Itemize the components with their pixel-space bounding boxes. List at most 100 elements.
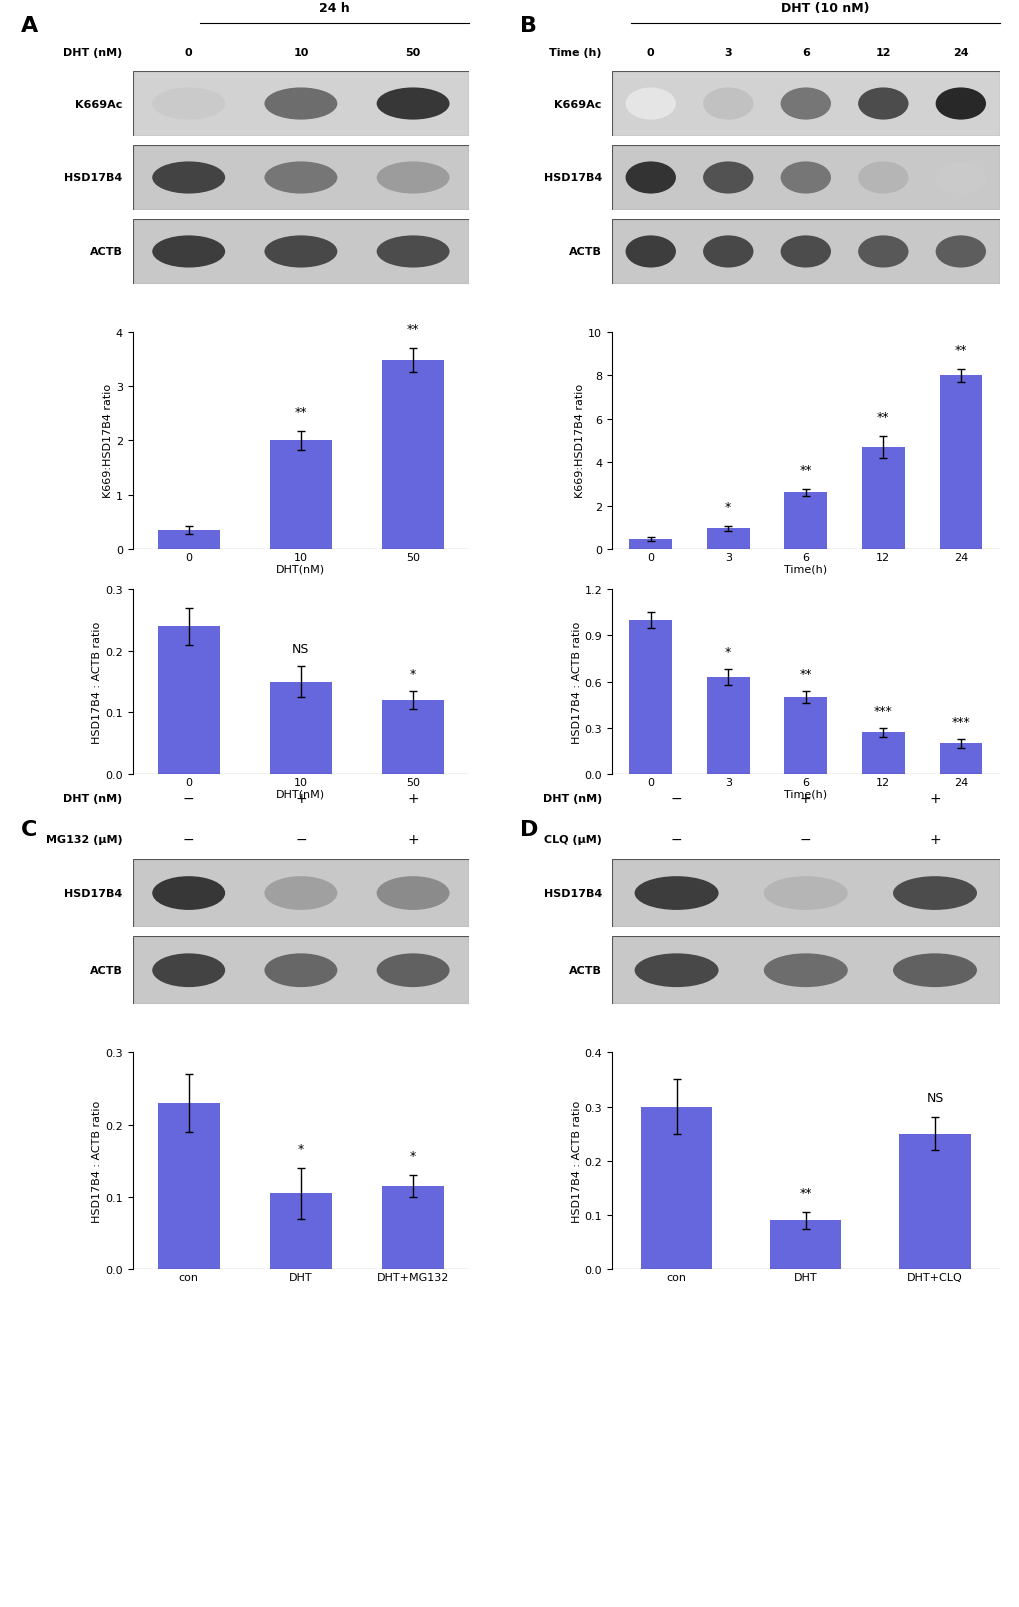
Text: HSD17B4: HSD17B4: [543, 889, 601, 898]
Text: DHT (nM): DHT (nM): [63, 794, 122, 804]
Ellipse shape: [634, 955, 717, 987]
Ellipse shape: [264, 236, 337, 268]
Ellipse shape: [780, 88, 830, 121]
Bar: [769, 1221, 841, 1270]
Text: DHT (nM): DHT (nM): [542, 794, 601, 804]
Text: DHT (10 nM): DHT (10 nM): [781, 2, 868, 14]
X-axis label: DHT(nM): DHT(nM): [276, 564, 325, 574]
Ellipse shape: [152, 955, 225, 987]
Ellipse shape: [152, 236, 225, 268]
Ellipse shape: [780, 162, 830, 194]
Text: **: **: [799, 667, 811, 680]
Ellipse shape: [152, 162, 225, 194]
Text: 0: 0: [646, 48, 654, 58]
Text: 6: 6: [801, 48, 809, 58]
Y-axis label: HSD17B4 : ACTB ratio: HSD17B4 : ACTB ratio: [572, 1099, 581, 1223]
Ellipse shape: [780, 236, 830, 268]
Text: ***: ***: [951, 715, 969, 728]
Bar: [629, 540, 672, 550]
Ellipse shape: [702, 162, 753, 194]
Text: **: **: [954, 344, 966, 357]
Bar: [641, 1107, 711, 1270]
Ellipse shape: [857, 236, 908, 268]
Text: 10: 10: [292, 48, 309, 58]
Bar: [270, 1194, 331, 1270]
Ellipse shape: [763, 955, 847, 987]
Text: *: *: [410, 667, 416, 680]
Text: +: +: [407, 832, 419, 847]
Text: **: **: [294, 405, 307, 418]
Text: *: *: [298, 1143, 304, 1155]
Ellipse shape: [893, 876, 976, 910]
Text: −: −: [182, 791, 195, 805]
Bar: [158, 1102, 219, 1270]
Text: **: **: [876, 411, 889, 424]
Ellipse shape: [264, 88, 337, 121]
Ellipse shape: [376, 236, 449, 268]
Text: −: −: [799, 832, 811, 847]
Y-axis label: HSD17B4 : ACTB ratio: HSD17B4 : ACTB ratio: [572, 620, 581, 744]
Ellipse shape: [625, 236, 676, 268]
Y-axis label: K669:HSD17B4 ratio: K669:HSD17B4 ratio: [103, 384, 113, 498]
Ellipse shape: [702, 236, 753, 268]
Bar: [861, 733, 904, 775]
Ellipse shape: [152, 88, 225, 121]
Bar: [706, 678, 749, 775]
Ellipse shape: [893, 955, 976, 987]
Bar: [938, 376, 981, 550]
Text: HSD17B4: HSD17B4: [64, 174, 122, 183]
Bar: [899, 1135, 970, 1270]
Bar: [861, 448, 904, 550]
Text: **: **: [799, 463, 811, 476]
Text: *: *: [725, 500, 731, 513]
Text: *: *: [410, 1149, 416, 1162]
Ellipse shape: [934, 88, 985, 121]
Ellipse shape: [857, 162, 908, 194]
Text: ACTB: ACTB: [569, 247, 601, 257]
Text: K669Ac: K669Ac: [554, 100, 601, 109]
Bar: [938, 744, 981, 775]
Bar: [382, 701, 443, 775]
Y-axis label: HSD17B4 : ACTB ratio: HSD17B4 : ACTB ratio: [93, 1099, 102, 1223]
Text: DHT (nM): DHT (nM): [63, 48, 122, 58]
Text: −: −: [671, 791, 682, 805]
Bar: [706, 529, 749, 550]
Text: −: −: [294, 832, 307, 847]
Text: −: −: [671, 832, 682, 847]
Bar: [270, 683, 331, 775]
X-axis label: DHT(nM): DHT(nM): [276, 789, 325, 799]
Ellipse shape: [376, 88, 449, 121]
Text: 0: 0: [184, 48, 193, 58]
Text: D: D: [520, 820, 538, 839]
Ellipse shape: [264, 162, 337, 194]
Text: ***: ***: [873, 704, 892, 717]
Text: +: +: [799, 791, 811, 805]
Bar: [784, 697, 826, 775]
Ellipse shape: [264, 876, 337, 910]
Text: ACTB: ACTB: [569, 966, 601, 975]
Text: +: +: [928, 832, 940, 847]
Ellipse shape: [376, 955, 449, 987]
Text: **: **: [799, 1186, 811, 1199]
Text: +: +: [407, 791, 419, 805]
Ellipse shape: [702, 88, 753, 121]
Ellipse shape: [634, 876, 717, 910]
Text: ACTB: ACTB: [90, 247, 122, 257]
Text: 3: 3: [723, 48, 732, 58]
Bar: [629, 620, 672, 775]
Text: +: +: [928, 791, 940, 805]
Text: HSD17B4: HSD17B4: [543, 174, 601, 183]
Text: K669Ac: K669Ac: [75, 100, 122, 109]
Ellipse shape: [625, 162, 676, 194]
Bar: [158, 627, 219, 775]
Bar: [382, 1186, 443, 1270]
Text: 24 h: 24 h: [319, 2, 350, 14]
Text: **: **: [407, 323, 419, 336]
Text: MG132 (μM): MG132 (μM): [46, 834, 122, 844]
Ellipse shape: [934, 162, 985, 194]
Text: Time (h): Time (h): [549, 48, 601, 58]
Ellipse shape: [376, 162, 449, 194]
Text: B: B: [520, 16, 537, 35]
Text: ACTB: ACTB: [90, 966, 122, 975]
Ellipse shape: [934, 236, 985, 268]
